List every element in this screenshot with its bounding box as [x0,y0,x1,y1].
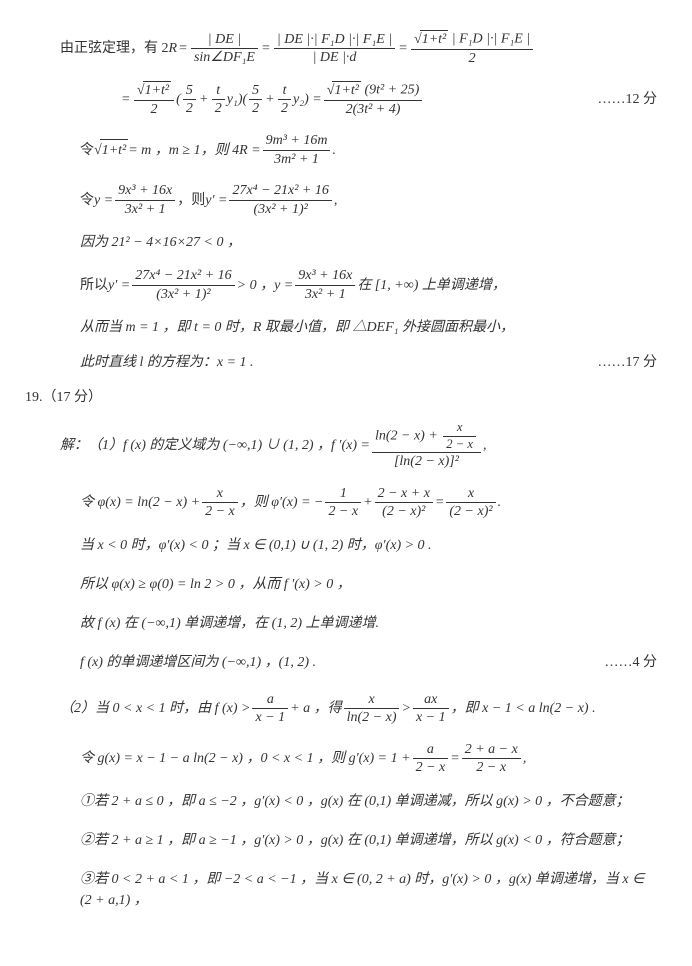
den: | DE |·d [274,49,395,67]
var-R: R [169,38,178,59]
eq-line-8: 此时直线 l 的方程为：x = 1 . ……17 分 [80,352,657,373]
p11-line: ③若 0 < 2 + a < 1 ，即 −2 < a < −1 ，当 x ∈ (… [80,869,657,911]
num: | DE | [191,31,258,50]
p10-line: ②若 2 + a ≥ 1 ，即 a ≥ −1 ，g′(x) > 0 ，g(x) … [80,830,657,851]
score-note: ……4 分 [585,652,658,673]
frac-1: | DE | sin∠DF₁E [191,31,258,67]
p7-line: （2）当 0 < x < 1 时，由 f (x) > ax − 1 + a ，得… [60,691,657,727]
eq: = [260,38,272,59]
num: 1+t² | F₁D |·| F₁E | [411,30,533,50]
score-note: ……17 分 [578,352,658,373]
frac: 1+t² 2 [134,81,174,118]
p9-line: ①若 2 + a ≤ 0 ，即 a ≤ −2 ，g′(x) < 0 ，g(x) … [80,791,657,812]
eq: = [397,38,409,59]
p4-line: 所以 φ(x) ≥ φ(0) = ln 2 > 0 ，从而 f ′(x) > 0… [80,574,657,595]
question-19-label: 19.（17 分） [25,387,657,408]
eq-line-4: 令 y = 9x³ + 16x3x² + 1 ，则 y′ = 27x⁴ − 21… [80,182,657,218]
p1-line: 解：（1）f (x) 的定义域为 (−∞,1) ∪ (1, 2) ，f ′(x)… [60,420,657,471]
frac-2: | DE |·| F₁D |·| F₁E | | DE |·d [274,31,395,67]
p3-line: 当 x < 0 时，φ′(x) < 0 ；当 x ∈ (0,1) ∪ (1, 2… [80,535,657,556]
p5-line: 故 f (x) 在 (−∞,1) 单调递增，在 (1, 2) 上单调递增. [80,613,657,634]
eq: = [177,38,189,59]
eq-line-5: 因为 21² − 4×16×27 < 0 ， [80,232,657,253]
score-note: ……12 分 [578,89,658,110]
eq-line-7: 从而当 m = 1 ，即 t = 0 时，R 取最小值，即 △DEF₁ 外接圆面… [80,317,657,338]
frac-3: 1+t² | F₁D |·| F₁E | 2 [411,30,533,67]
eq-line-1: 由正弦定理，有 2 R = | DE | sin∠DF₁E = | DE |·|… [60,30,657,67]
p2-line: 令 φ(x) = ln(2 − x) + x2 − x ，则 φ′(x) = −… [80,485,657,521]
text: 由正弦定理，有 2 [60,38,169,59]
eq-line-2: = 1+t² 2 ( 52 + t2 y₁ )( 52 + t2 y₂ ) = … [120,81,657,118]
p6-line: f (x) 的单调递增区间为 (−∞,1) ，(1, 2) . ……4 分 [80,652,657,673]
eq-line-3: 令 1+t² = m ，m ≥ 1，则 4R = 9m³ + 16m3m² + … [80,132,657,168]
eq-line-6: 所以 y′ = 27x⁴ − 21x² + 16(3x² + 1)² > 0 ，… [80,267,657,303]
p8-line: 令 g(x) = x − 1 − a ln(2 − x) ，0 < x < 1 … [80,741,657,777]
num: | DE |·| F₁D |·| F₁E | [274,31,395,50]
den: 2 [411,50,533,68]
eq: = [120,89,132,110]
den: sin∠DF₁E [191,49,258,67]
